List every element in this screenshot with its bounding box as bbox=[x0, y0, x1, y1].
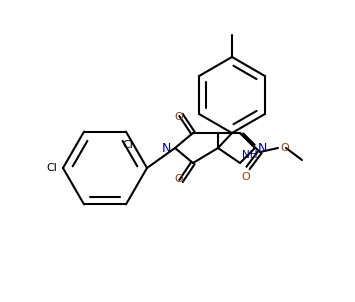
Text: N: N bbox=[258, 142, 267, 155]
Text: N: N bbox=[162, 142, 171, 155]
Text: Cl: Cl bbox=[122, 140, 133, 149]
Text: Cl: Cl bbox=[46, 163, 57, 173]
Text: O: O bbox=[175, 112, 184, 122]
Text: O: O bbox=[175, 174, 184, 184]
Text: O: O bbox=[242, 172, 250, 182]
Text: O: O bbox=[280, 143, 289, 153]
Text: NH: NH bbox=[242, 150, 257, 160]
